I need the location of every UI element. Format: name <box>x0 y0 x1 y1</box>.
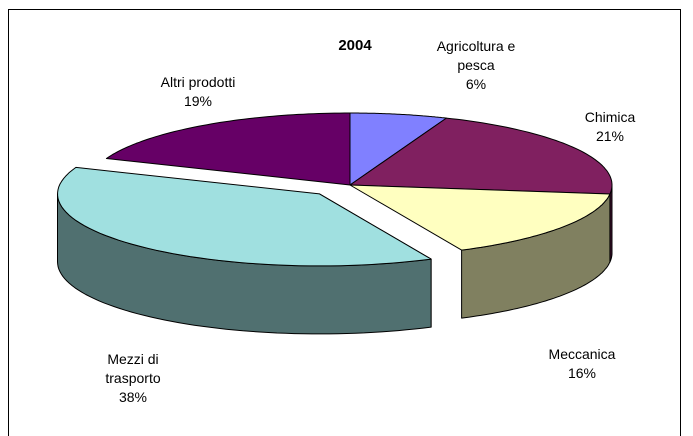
category-label: Meccanica <box>548 346 616 362</box>
category-label: Mezzi di trasporto <box>105 351 161 386</box>
pie-slice <box>105 112 351 186</box>
value-label: 16% <box>567 365 597 381</box>
slice-label: Meccanica 16% <box>532 345 632 383</box>
chart-frame <box>8 9 681 436</box>
category-label: Agricoltura e pesca <box>436 38 516 73</box>
pie-slice <box>349 117 613 195</box>
slice-label: Chimica 21% <box>565 108 655 146</box>
pie-slice <box>349 184 611 251</box>
slice-label: Mezzi di trasporto 38% <box>93 350 173 407</box>
slice-label: Agricoltura e pesca 6% <box>426 37 526 94</box>
value-label: 21% <box>595 128 625 144</box>
category-label: Chimica <box>584 109 636 125</box>
value-label: 38% <box>118 389 148 405</box>
pie-slice <box>349 112 447 186</box>
category-label: Altri prodotti <box>160 74 236 90</box>
chart-title: 2004 <box>338 37 372 54</box>
value-label: 19% <box>183 93 213 109</box>
value-label: 6% <box>465 76 487 92</box>
pie-slice <box>57 166 432 267</box>
slice-label: Altri prodotti 19% <box>133 73 263 111</box>
